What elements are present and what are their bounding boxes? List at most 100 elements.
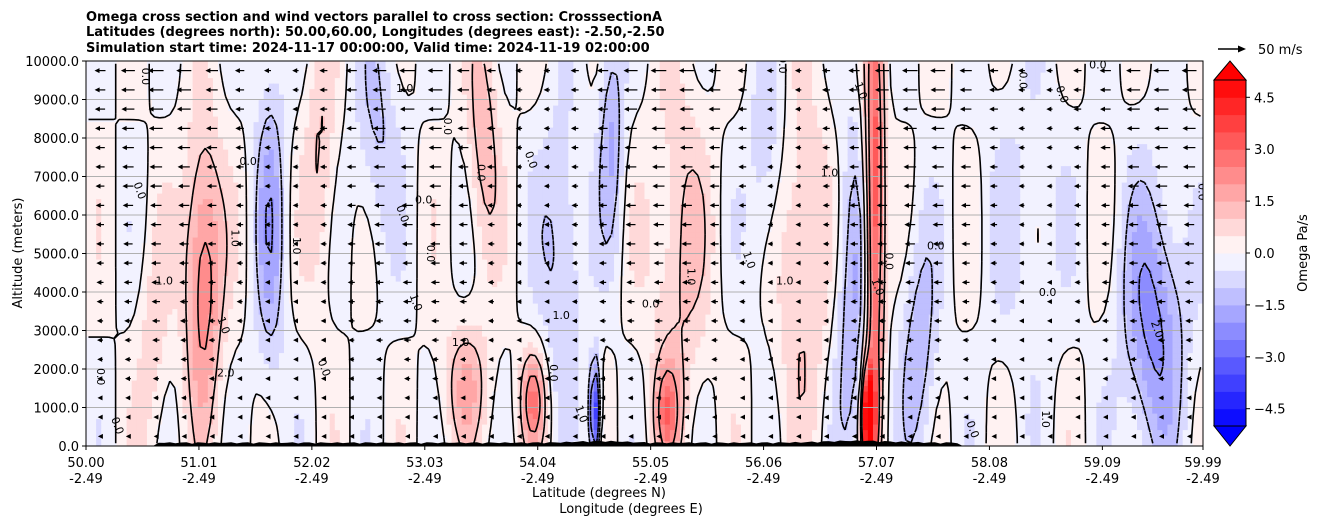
wind-vector-head	[655, 356, 661, 362]
wind-vector-head	[372, 106, 378, 112]
wind-vector-head	[822, 87, 827, 93]
wind-vector-head	[796, 414, 801, 420]
terrain-silhouette	[86, 440, 1203, 446]
wind-vector-head	[488, 395, 494, 401]
wind-vector-head	[264, 125, 270, 131]
wind-vector-head	[486, 106, 492, 112]
wind-vector-head	[515, 68, 521, 74]
wind-vector-head	[148, 68, 153, 74]
wind-vector-head	[124, 356, 130, 362]
wind-vector-head	[488, 433, 494, 439]
wind-vector-head	[374, 222, 380, 228]
wind-vector-head	[683, 395, 689, 401]
wind-vector-head	[933, 279, 939, 285]
wind-vector-head	[348, 356, 354, 362]
wind-vector-head	[265, 395, 271, 401]
wind-vector-head	[961, 202, 966, 208]
wind-vector-head	[680, 164, 686, 170]
wind-vector-head	[206, 183, 212, 189]
contour-label: 1.0	[228, 229, 241, 247]
wind-vector-head	[626, 279, 632, 285]
wind-vector-head	[151, 279, 157, 285]
wind-vector-head	[600, 376, 605, 382]
wind-vector-head	[374, 260, 380, 266]
contour-level-neg1	[255, 63, 1183, 444]
wind-vector-head	[94, 68, 100, 74]
contour-label: 0.0	[883, 252, 896, 270]
wind-vector-head	[991, 433, 997, 439]
wind-vector-head	[292, 202, 298, 208]
contour-label: 0.0	[474, 164, 487, 182]
contour-label: 0.0	[415, 193, 433, 206]
wind-vector-head	[572, 433, 578, 439]
wind-vector-head	[399, 68, 405, 74]
wind-vector-head	[376, 395, 382, 401]
wind-vector-head	[933, 318, 939, 324]
wind-vector-head	[739, 376, 745, 382]
contour-label: 0.0	[642, 297, 660, 310]
x-tick-label-longitude: -2.49	[182, 472, 216, 487]
wind-vector-head	[767, 279, 773, 285]
wind-vector-head	[680, 202, 686, 208]
x-tick-label-latitude: 51.01	[180, 456, 217, 471]
wind-vector-head	[597, 125, 603, 131]
wind-vector-head	[431, 356, 437, 362]
wind-vector-head	[795, 299, 801, 305]
wind-vector-head	[570, 87, 576, 93]
wind-vector-head	[1046, 145, 1052, 151]
wind-vector-head	[456, 68, 462, 74]
wind-vector-head	[293, 414, 299, 420]
wind-vector-head	[934, 337, 940, 343]
wind-vector-head	[292, 183, 298, 189]
wind-vector-head	[875, 87, 880, 93]
wind-vector-head	[122, 183, 128, 189]
wind-vector-head	[149, 164, 155, 170]
wind-vector-head	[1046, 222, 1052, 228]
wind-vector-head	[875, 145, 881, 151]
wind-vector-head	[795, 395, 801, 401]
wind-vector-head	[1100, 106, 1105, 112]
wind-vector-head	[571, 202, 577, 208]
wind-vector-head	[823, 260, 828, 266]
wind-vector-head	[1018, 68, 1024, 74]
wind-vector-head	[738, 222, 744, 228]
wind-vector-head	[1101, 222, 1107, 228]
wind-vector-head	[401, 183, 407, 189]
wind-vector-head	[207, 279, 213, 285]
wind-vector-head	[1184, 241, 1190, 247]
wind-vector-head	[94, 106, 100, 112]
wind-vector-head	[794, 68, 800, 74]
wind-vector-head	[399, 87, 405, 93]
wind-vector-head	[766, 125, 772, 131]
wind-vector-head	[709, 222, 715, 228]
wind-vector-head	[1018, 164, 1024, 170]
wind-vector-head	[487, 299, 493, 305]
wind-vector-head	[346, 125, 352, 131]
wind-vector-head	[902, 125, 908, 131]
wind-vector-head	[768, 433, 774, 439]
wind-vector-head	[990, 299, 996, 305]
wind-vector-head	[181, 433, 187, 439]
wind-vector-head	[97, 414, 103, 420]
wind-vector-head	[236, 222, 241, 228]
wind-vector-head	[766, 68, 772, 74]
wind-vector-head	[544, 260, 550, 266]
wind-vector-head	[1185, 337, 1191, 343]
wind-vector-head	[1186, 376, 1192, 382]
wind-vector-head	[375, 279, 380, 285]
colorbar-segment	[1214, 114, 1246, 133]
colorbar-tick-label: 0.0	[1254, 247, 1275, 262]
wind-vector-head	[739, 299, 745, 305]
wind-vector-head	[1153, 68, 1159, 74]
wind-vector-head	[1074, 222, 1080, 228]
wind-vector-head	[961, 241, 967, 247]
wind-vector-head	[293, 376, 299, 382]
wind-vector-head	[152, 356, 158, 362]
wind-vector-head	[1046, 260, 1052, 266]
wind-vector-head	[849, 183, 855, 189]
wind-vector-head	[122, 164, 128, 170]
contour-label: 0.0	[239, 155, 257, 168]
x-tick-label-latitude: 58.08	[971, 456, 1008, 471]
wind-vector-head	[376, 414, 382, 420]
wind-vector-head	[293, 337, 299, 343]
